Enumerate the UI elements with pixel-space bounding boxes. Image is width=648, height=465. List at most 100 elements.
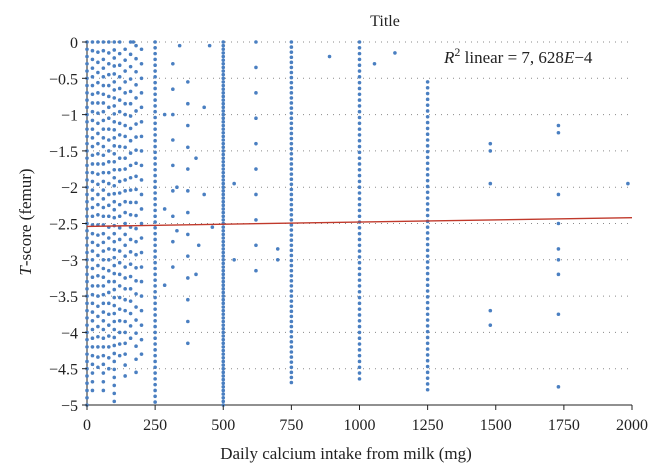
- data-point: [254, 116, 258, 121]
- data-point: [357, 377, 362, 381]
- data-point: [112, 104, 117, 108]
- data-point: [139, 279, 144, 284]
- data-point: [153, 46, 157, 50]
- data-point: [221, 312, 226, 317]
- data-point: [153, 313, 157, 317]
- data-point: [128, 101, 133, 106]
- data-point: [90, 40, 95, 44]
- data-point: [90, 388, 95, 393]
- data-point: [289, 355, 294, 359]
- data-point: [425, 161, 430, 166]
- x-tick-label: 500: [211, 417, 235, 434]
- y-axis-label: T-score (femur): [16, 168, 35, 275]
- x-tick-label: 1000: [344, 417, 376, 434]
- data-point: [221, 294, 226, 298]
- data-point: [153, 208, 157, 213]
- data-point: [85, 156, 89, 160]
- data-point: [175, 228, 179, 233]
- data-point: [90, 179, 95, 184]
- data-point: [153, 115, 157, 120]
- data-point: [626, 181, 630, 186]
- data-point: [85, 98, 89, 102]
- data-point: [107, 61, 111, 66]
- data-point: [221, 152, 226, 157]
- annotation-sup: 2: [454, 45, 460, 59]
- data-point: [96, 284, 100, 288]
- data-point: [357, 133, 362, 137]
- data-point: [107, 247, 111, 251]
- data-point: [101, 48, 106, 53]
- data-point: [221, 181, 226, 186]
- data-point: [162, 207, 167, 211]
- data-point: [153, 104, 157, 108]
- data-point: [112, 40, 117, 44]
- data-point: [425, 300, 430, 305]
- data-point: [289, 146, 294, 151]
- data-point: [107, 149, 111, 153]
- data-point: [117, 156, 122, 160]
- data-point: [221, 279, 226, 284]
- data-point: [101, 310, 106, 314]
- data-point: [112, 319, 117, 324]
- data-point: [221, 323, 226, 327]
- data-point: [90, 92, 95, 97]
- data-point: [357, 138, 362, 143]
- data-point: [85, 192, 89, 197]
- data-point: [289, 233, 294, 237]
- data-point: [96, 212, 100, 217]
- data-point: [85, 243, 89, 248]
- data-point: [117, 353, 122, 358]
- data-point: [153, 185, 157, 189]
- data-point: [488, 308, 493, 313]
- data-point: [221, 80, 226, 84]
- data-point: [556, 272, 561, 277]
- data-point: [123, 199, 127, 204]
- data-point: [357, 179, 362, 184]
- data-point: [556, 385, 561, 389]
- data-point: [90, 197, 95, 201]
- data-point: [357, 330, 362, 335]
- data-point: [90, 144, 95, 149]
- data-point: [153, 63, 157, 68]
- data-point: [221, 214, 226, 219]
- data-point: [112, 215, 117, 220]
- data-point: [112, 383, 117, 388]
- data-point: [139, 76, 144, 81]
- data-point: [186, 167, 190, 171]
- data-point: [221, 247, 226, 251]
- data-point: [357, 86, 362, 91]
- data-point: [153, 336, 157, 341]
- data-point: [171, 239, 175, 244]
- data-point: [112, 88, 117, 92]
- data-point: [357, 202, 362, 207]
- data-point: [101, 75, 106, 79]
- data-point: [153, 278, 157, 282]
- data-point: [289, 380, 294, 385]
- data-point: [357, 162, 362, 166]
- data-point: [85, 178, 89, 182]
- data-point: [101, 231, 106, 236]
- data-point: [289, 212, 294, 217]
- data-point: [101, 362, 106, 367]
- data-point: [139, 47, 144, 52]
- y-tick-label: −2: [61, 180, 78, 197]
- data-point: [221, 345, 226, 349]
- data-point: [101, 118, 106, 123]
- data-point: [221, 225, 226, 229]
- data-point: [221, 116, 226, 121]
- data-point: [289, 182, 294, 187]
- data-point: [425, 173, 430, 177]
- data-point: [289, 91, 294, 95]
- data-point: [96, 345, 100, 349]
- data-point: [221, 112, 226, 117]
- data-point: [117, 121, 122, 126]
- data-point: [556, 312, 561, 317]
- data-point: [221, 130, 226, 135]
- data-point: [134, 187, 138, 192]
- data-point: [425, 149, 430, 154]
- data-point: [153, 324, 157, 329]
- data-point: [357, 348, 362, 352]
- data-point: [221, 170, 226, 175]
- data-point: [289, 40, 294, 44]
- data-point: [85, 236, 89, 240]
